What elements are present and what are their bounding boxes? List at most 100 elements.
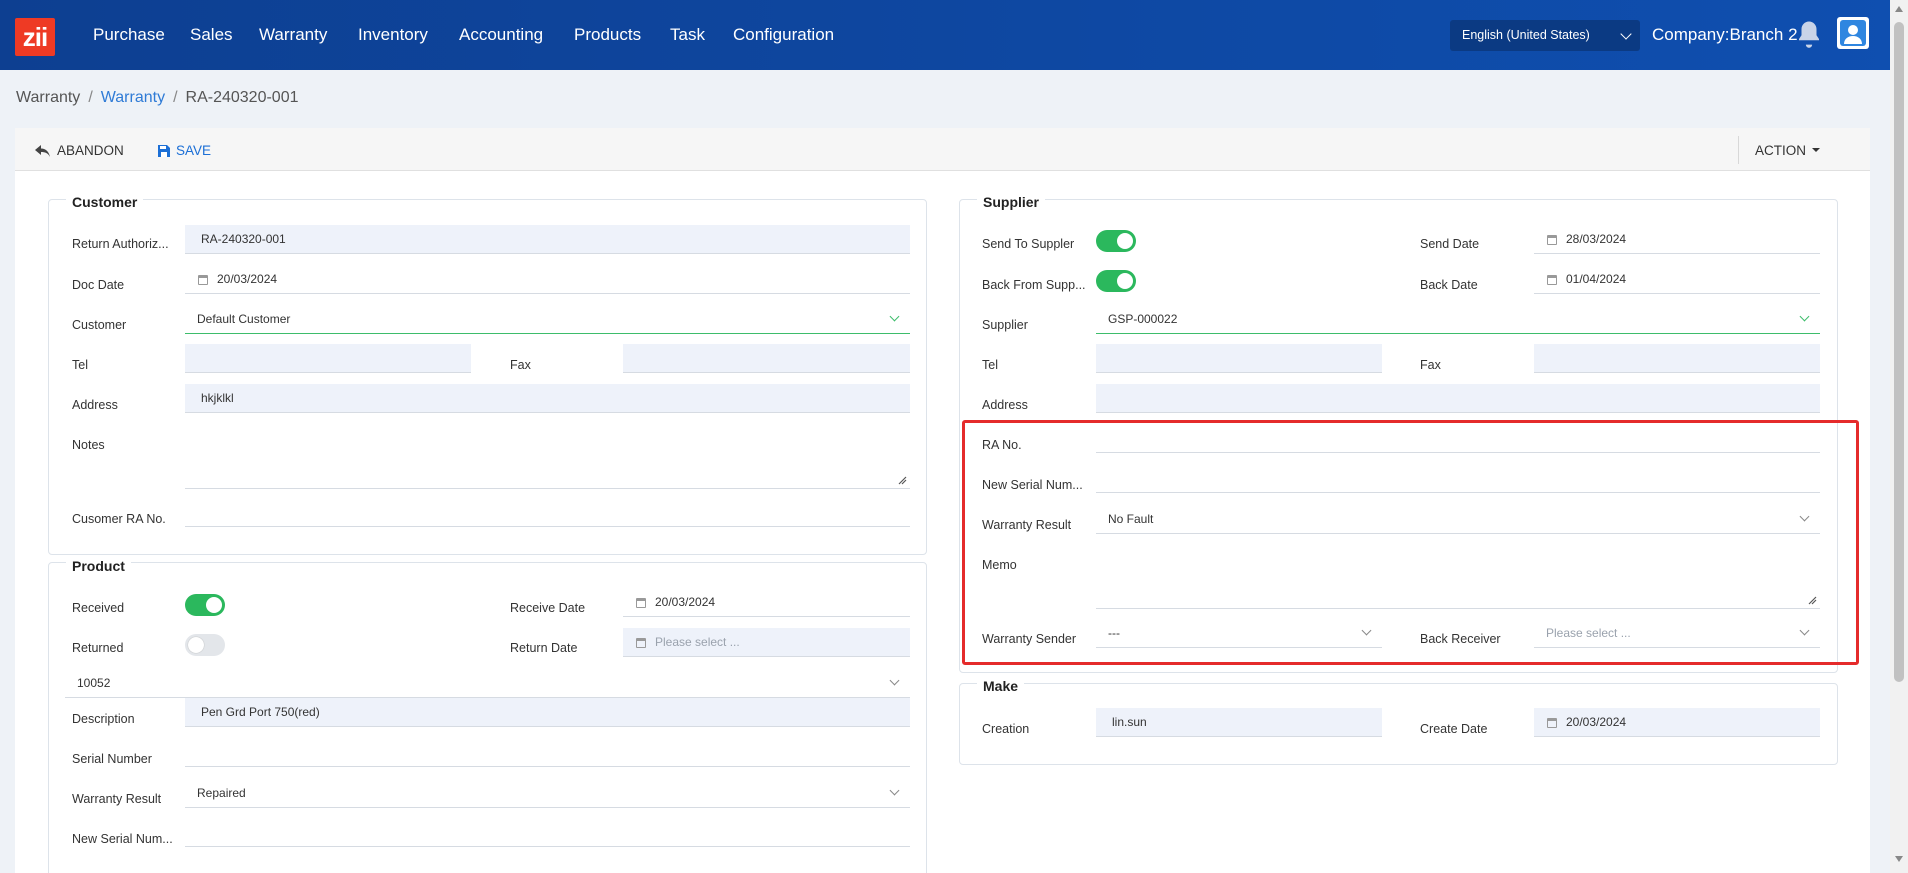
back-receiver-select[interactable]: Please select ... [1534,619,1820,648]
action-dropdown-button[interactable]: ACTION [1755,143,1821,158]
nav-sales[interactable]: Sales [190,25,233,44]
return-date-field[interactable]: Please select ... [623,628,910,657]
customer-ra-field[interactable] [185,498,910,527]
product-fieldset [48,562,927,873]
tel-label: Tel [72,358,88,372]
return-date-label: Return Date [510,641,578,655]
supplier-new-serial-label: New Serial Num... [982,478,1083,492]
top-navbar: zii Purchase Sales Warranty Inventory Ac… [0,0,1908,70]
fax-label: Fax [510,358,531,372]
description-label: Description [72,712,135,726]
supplier-address-label: Address [982,398,1028,412]
supplier-warranty-result-select[interactable]: No Fault [1096,505,1820,534]
back-date-field[interactable]: 01/04/2024 [1534,265,1820,294]
nav-inventory[interactable]: Inventory [358,25,428,44]
bell-icon[interactable] [1794,18,1824,50]
address-label: Address [72,398,118,412]
scroll-up-icon[interactable] [1895,6,1903,12]
chevron-down-icon [1799,511,1810,522]
back-from-supplier-label: Back From Supp... [982,278,1086,292]
send-date-field[interactable]: 28/03/2024 [1534,225,1820,254]
doc-date-field[interactable]: 20/03/2024 [185,265,910,294]
fax-field[interactable] [623,344,910,373]
back-from-supplier-toggle[interactable] [1096,270,1136,292]
product-code-select[interactable]: 10052 [65,669,910,698]
returned-toggle[interactable] [185,634,225,656]
ra-label: Return Authoriz... [72,237,169,251]
create-date-field[interactable]: 20/03/2024 [1534,708,1820,737]
abandon-button[interactable]: ABANDON [35,143,124,158]
returned-label: Returned [72,641,124,655]
supplier-new-serial-field[interactable] [1096,464,1820,493]
company-branch[interactable]: Company:Branch 2 [1652,25,1798,44]
breadcrumb-root: Warranty [16,89,81,106]
supplier-warranty-result-label: Warranty Result [982,518,1072,532]
save-button[interactable]: SAVE [158,143,211,158]
resize-handle-icon[interactable] [898,476,907,485]
calendar-icon [1547,718,1557,728]
customer-select[interactable]: Default Customer [185,305,910,334]
receive-date-field[interactable]: 20/03/2024 [623,588,910,617]
product-new-serial-field[interactable] [185,818,910,847]
notes-textarea[interactable] [185,425,910,489]
chevron-down-icon [1361,625,1372,636]
nav-products[interactable]: Products [574,25,642,44]
receive-date-label: Receive Date [510,601,586,615]
serial-number-field[interactable] [185,738,910,767]
address-field[interactable]: hkjklkl [185,384,910,413]
warranty-sender-label: Warranty Sender [982,632,1077,646]
vertical-scrollbar[interactable] [1890,0,1908,873]
supplier-address-field[interactable] [1096,384,1820,413]
calendar-icon [198,275,208,285]
nav-purchase[interactable]: Purchase [93,25,165,44]
supplier-tel-field[interactable] [1096,344,1382,373]
product-warranty-result-select[interactable]: Repaired [185,779,910,808]
creation-field[interactable]: lin.sun [1096,708,1382,737]
scroll-down-icon[interactable] [1895,856,1903,862]
create-date-label: Create Date [1420,722,1488,736]
description-field[interactable]: Pen Grd Port 750(red) [185,698,910,727]
supplier-fax-label: Fax [1420,358,1441,372]
chevron-down-icon [1799,311,1810,322]
chevron-down-icon [889,785,900,796]
memo-textarea[interactable] [1096,545,1820,609]
breadcrumb-link[interactable]: Warranty [100,89,166,106]
product-legend: Product [66,558,131,574]
customer-ra-label: Cusomer RA No. [72,512,166,526]
send-to-supplier-toggle[interactable] [1096,230,1136,252]
supplier-label: Supplier [982,318,1028,332]
ra-field[interactable]: RA-240320-001 [185,225,910,254]
make-fieldset [959,683,1838,765]
tel-field[interactable] [185,344,471,373]
scrollbar-thumb[interactable] [1894,22,1904,682]
form-toolbar: ABANDON SAVE ACTION [15,128,1870,171]
user-avatar-button[interactable] [1837,17,1869,49]
supplier-legend: Supplier [977,194,1046,210]
app-logo[interactable]: zii [15,18,55,56]
language-select[interactable]: English (United States) [1450,20,1640,51]
nav-configuration[interactable]: Configuration [733,25,835,44]
supplier-tel-label: Tel [982,358,998,372]
user-icon [1840,20,1866,46]
back-receiver-label: Back Receiver [1420,632,1501,646]
breadcrumb: Warranty / Warranty / RA-240320-001 [16,89,299,106]
supplier-select[interactable]: GSP-000022 [1096,305,1820,334]
customer-label: Customer [72,318,127,332]
make-legend: Make [977,678,1025,694]
breadcrumb-current: RA-240320-001 [185,89,299,106]
calendar-icon [1547,275,1557,285]
supplier-fax-field[interactable] [1534,344,1820,373]
warranty-sender-select[interactable]: --- [1096,619,1382,648]
save-icon [158,144,170,157]
nav-warranty[interactable]: Warranty [259,25,328,44]
ra-no-field[interactable] [1096,424,1820,453]
customer-legend: Customer [66,194,144,210]
language-value: English (United States) [1462,28,1590,42]
caret-down-icon [1812,147,1821,152]
nav-task[interactable]: Task [670,25,705,44]
resize-handle-icon[interactable] [1808,596,1817,605]
nav-accounting[interactable]: Accounting [459,25,544,44]
creation-label: Creation [982,722,1030,736]
received-toggle[interactable] [185,594,225,616]
chevron-down-icon [889,675,900,686]
